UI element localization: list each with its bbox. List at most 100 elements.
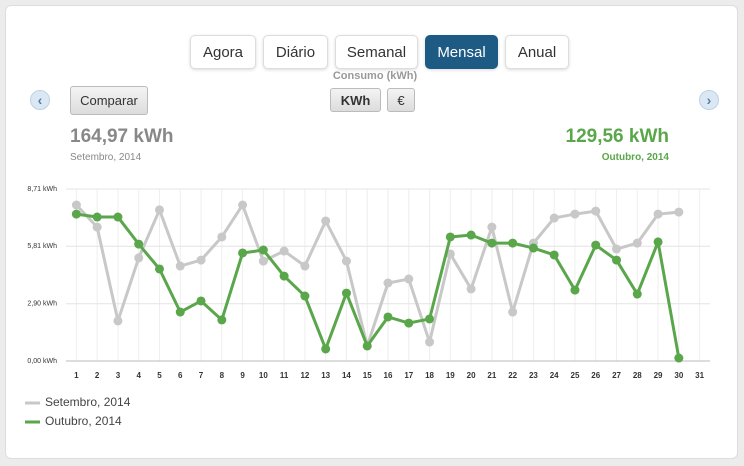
point [134, 253, 144, 263]
point [404, 318, 414, 328]
x-tick-label: 16 [384, 371, 393, 380]
point [425, 314, 435, 324]
x-tick-label: 23 [529, 371, 538, 380]
tab-active[interactable]: Mensal [425, 35, 498, 69]
point [570, 285, 580, 295]
point [258, 256, 268, 266]
point [487, 222, 497, 232]
compare-button[interactable]: Comparar [70, 86, 148, 115]
x-tick-label: 12 [300, 371, 309, 380]
tab[interactable]: Semanal [335, 35, 418, 69]
point [154, 264, 164, 274]
point [300, 261, 310, 271]
x-tick-label: 5 [157, 371, 162, 380]
x-tick-label: 20 [467, 371, 476, 380]
x-tick-label: 27 [612, 371, 621, 380]
point [653, 209, 663, 219]
x-tick-label: 3 [116, 371, 121, 380]
x-tick-label: 14 [342, 371, 351, 380]
point [508, 238, 518, 248]
x-tick-label: 28 [633, 371, 642, 380]
point [591, 240, 601, 250]
unit-title: Consumo (kWh) [332, 70, 418, 82]
x-tick-label: 15 [363, 371, 372, 380]
x-tick-label: 7 [199, 371, 204, 380]
point [321, 216, 331, 226]
y-tick-label: 0,00 kWh [27, 358, 57, 365]
x-tick-label: 26 [591, 371, 600, 380]
point [612, 255, 622, 265]
x-tick-label: 8 [220, 371, 225, 380]
point [591, 206, 601, 216]
point [612, 244, 622, 254]
point [217, 315, 227, 325]
point [466, 284, 476, 294]
point [279, 246, 289, 256]
point [528, 243, 538, 253]
x-tick-label: 21 [487, 371, 496, 380]
prev-arrow[interactable]: ‹ [30, 90, 50, 110]
point [445, 232, 455, 242]
point [113, 212, 123, 222]
point [653, 237, 663, 247]
point [632, 289, 642, 299]
point [113, 316, 123, 326]
x-tick-label: 24 [550, 371, 559, 380]
point [466, 230, 476, 240]
x-tick-label: 4 [136, 371, 141, 380]
x-tick-label: 17 [404, 371, 413, 380]
point [238, 248, 248, 258]
point [71, 200, 81, 210]
card [5, 5, 738, 459]
tab[interactable]: Anual [505, 35, 569, 69]
series-line [75, 203, 679, 348]
y-tick-label: 5,81 kWh [27, 243, 57, 250]
point [134, 239, 144, 249]
x-tick-label: 30 [674, 371, 683, 380]
point [300, 291, 310, 301]
x-tick-label: 11 [280, 371, 289, 380]
point [196, 255, 206, 265]
point [217, 232, 227, 242]
point [674, 207, 684, 217]
unit-button[interactable]: KWh [330, 88, 381, 112]
legend-label: Outubro, 2014 [45, 414, 122, 428]
point [549, 213, 559, 223]
x-tick-label: 1 [74, 371, 79, 380]
point [341, 288, 351, 298]
point [570, 209, 580, 219]
point [175, 307, 185, 317]
legend-label: Setembro, 2014 [45, 395, 131, 409]
summary-period: Outubro, 2014 [601, 152, 669, 163]
x-tick-label: 2 [95, 371, 100, 380]
x-tick-label: 22 [508, 371, 517, 380]
point [154, 205, 164, 215]
point [383, 312, 393, 322]
tab[interactable]: Diário [263, 35, 328, 69]
point [71, 209, 81, 219]
summary-period: Setembro, 2014 [70, 152, 142, 163]
tab[interactable]: Agora [190, 35, 256, 69]
point [404, 274, 414, 284]
point [549, 250, 559, 260]
point [632, 238, 642, 248]
point [425, 337, 435, 347]
x-tick-label: 6 [178, 371, 183, 380]
x-tick-label: 10 [259, 371, 268, 380]
point [674, 353, 684, 363]
x-tick-label: 18 [425, 371, 434, 380]
unit-button[interactable]: € [387, 88, 415, 112]
point [487, 238, 497, 248]
point [383, 278, 393, 288]
point [362, 341, 372, 351]
point [196, 296, 206, 306]
y-tick-label: 8,71 kWh [27, 186, 57, 193]
next-arrow[interactable]: › [699, 90, 719, 110]
x-tick-label: 29 [654, 371, 663, 380]
x-tick-label: 13 [321, 371, 330, 380]
point [175, 261, 185, 271]
x-tick-label: 31 [695, 371, 704, 380]
point [238, 200, 248, 210]
